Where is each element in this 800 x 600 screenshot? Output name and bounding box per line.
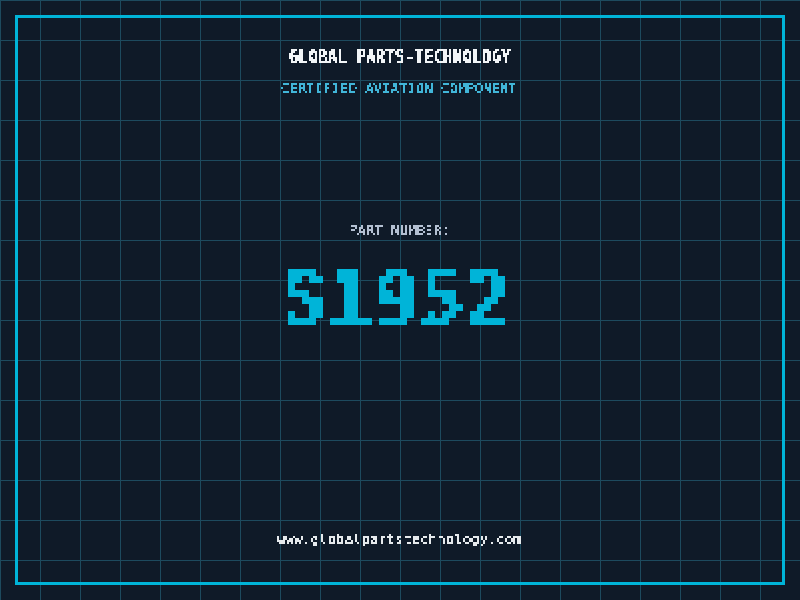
company-name	[287, 45, 513, 69]
part-number-value	[274, 241, 526, 353]
certification-subtitle	[279, 77, 521, 97]
website-url	[275, 528, 525, 548]
part-number-label	[347, 219, 453, 239]
border-frame	[15, 15, 785, 585]
